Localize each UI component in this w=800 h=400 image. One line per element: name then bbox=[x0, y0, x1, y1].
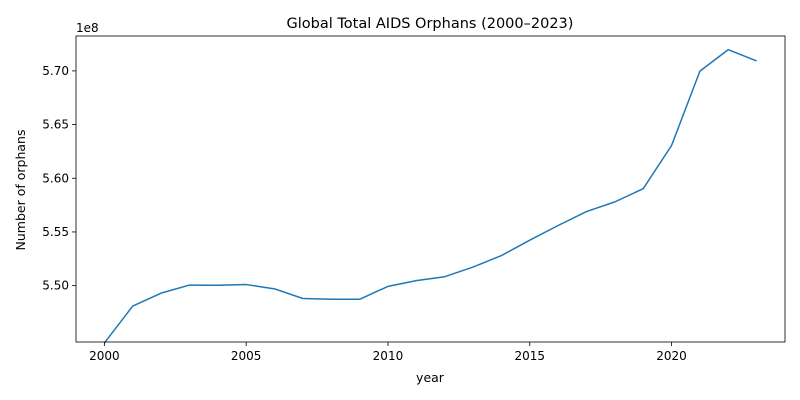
plot-area: 2000 2005 2010 2015 2020 5.50 5.55 5.60 5.65 5.70 bbox=[42, 35, 786, 363]
x-tick-label: 2000 bbox=[89, 349, 120, 363]
y-offset-label: 1e8 bbox=[76, 21, 99, 35]
x-tick-label: 2005 bbox=[231, 349, 262, 363]
x-tick-label: 2015 bbox=[514, 349, 545, 363]
y-tick-label: 5.50 bbox=[42, 279, 69, 293]
y-tick-label: 5.65 bbox=[42, 118, 69, 132]
chart-title: Global Total AIDS Orphans (2000–2023) bbox=[287, 16, 574, 32]
y-axis-label: Number of orphans bbox=[13, 130, 28, 251]
y-tick-label: 5.55 bbox=[42, 225, 69, 239]
x-axis-label: year bbox=[416, 370, 445, 385]
y-tick-label: 5.70 bbox=[42, 64, 69, 78]
axes-frame bbox=[75, 35, 786, 343]
x-tick-label: 2010 bbox=[373, 349, 404, 363]
x-tick-label: 2020 bbox=[656, 349, 687, 363]
series-line bbox=[103, 48, 757, 344]
y-tick-label: 5.60 bbox=[42, 171, 69, 185]
